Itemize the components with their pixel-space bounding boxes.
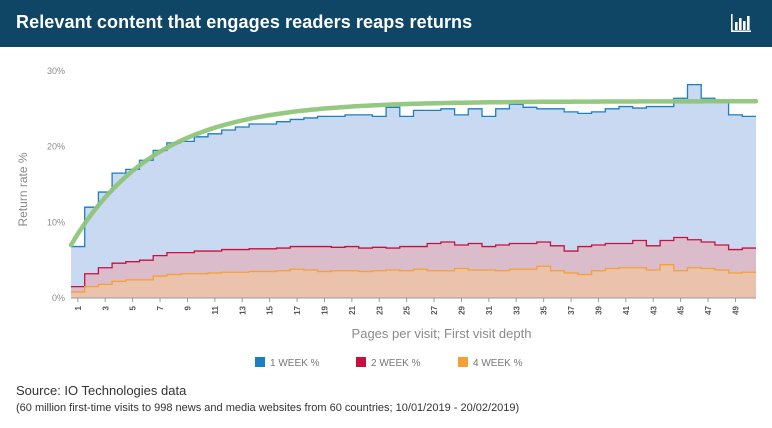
trendline-group — [68, 99, 759, 248]
x-tick-label: 1 — [74, 305, 83, 310]
legend-swatch — [458, 357, 468, 367]
x-tick-label: 33 — [512, 305, 521, 314]
x-tick-label: 49 — [731, 305, 740, 314]
chart-area: 0%10%20%30%1 3 5 7 9 11 13 15 17 19 21 23 25 27 29 31 33… — [16, 66, 759, 369]
x-tick-label: 35 — [540, 305, 549, 314]
y-tick-label: 30% — [47, 66, 65, 76]
x-tick-label: 5 — [129, 305, 138, 310]
series-3-line — [71, 264, 756, 293]
y-tick-label: 0% — [52, 293, 65, 303]
x-tick-label: 15 — [266, 305, 275, 314]
x-tick-label: 19 — [320, 305, 329, 314]
series-1-area — [71, 84, 756, 298]
legend-label: 2 WEEK % — [371, 358, 421, 369]
x-tick-label: 9 — [183, 305, 192, 310]
x-tick-label: 21 — [348, 305, 357, 314]
x-tick-label: 41 — [622, 305, 631, 314]
series-fills — [71, 84, 756, 298]
y-axis-label: Return rate % — [16, 152, 30, 226]
x-tick-label: 23 — [375, 305, 384, 314]
y-tick-label: 10% — [47, 217, 65, 227]
trendline — [68, 99, 759, 248]
x-tick-label: 43 — [649, 305, 658, 314]
x-tick-label: 25 — [403, 305, 412, 314]
x-tick-label: 13 — [238, 305, 247, 314]
x-tick-label: 29 — [457, 305, 466, 314]
x-tick-label: 3 — [101, 305, 110, 310]
series-3-area — [71, 264, 756, 298]
legend-swatch — [255, 357, 265, 367]
x-tick-label: 17 — [293, 305, 302, 314]
chart-title: Relevant content that engages readers re… — [16, 12, 473, 32]
note-text: (60 million first-time visits to 998 new… — [16, 402, 520, 414]
x-tick-label: 47 — [704, 305, 713, 314]
x-tick-label: 27 — [430, 305, 439, 314]
chart-header: Relevant content that engages readers re… — [0, 0, 772, 47]
x-tick-label: 7 — [156, 305, 165, 310]
x-tick-label: 39 — [594, 305, 603, 314]
legend-label: 1 WEEK % — [270, 358, 320, 369]
source-text: Source: IO Technologies data — [16, 383, 187, 398]
axes: 0%10%20%30%1 3 5 7 9 11 13 15 17 19 21 23 25 27 29 31 33… — [16, 66, 756, 341]
legend: 1 WEEK % 2 WEEK % 4 WEEK % — [255, 357, 523, 369]
y-tick-label: 20% — [47, 142, 65, 152]
x-axis-label: Pages per visit; First visit depth — [352, 326, 532, 341]
x-tick-label: 45 — [677, 305, 686, 314]
legend-label: 4 WEEK % — [473, 358, 523, 369]
legend-swatch — [356, 357, 366, 367]
x-tick-label: 37 — [567, 305, 576, 314]
x-tick-label: 31 — [485, 305, 494, 314]
series-2-line — [71, 236, 756, 288]
x-tick-label: 11 — [211, 305, 220, 314]
bar-chart-icon[interactable] — [730, 13, 752, 33]
